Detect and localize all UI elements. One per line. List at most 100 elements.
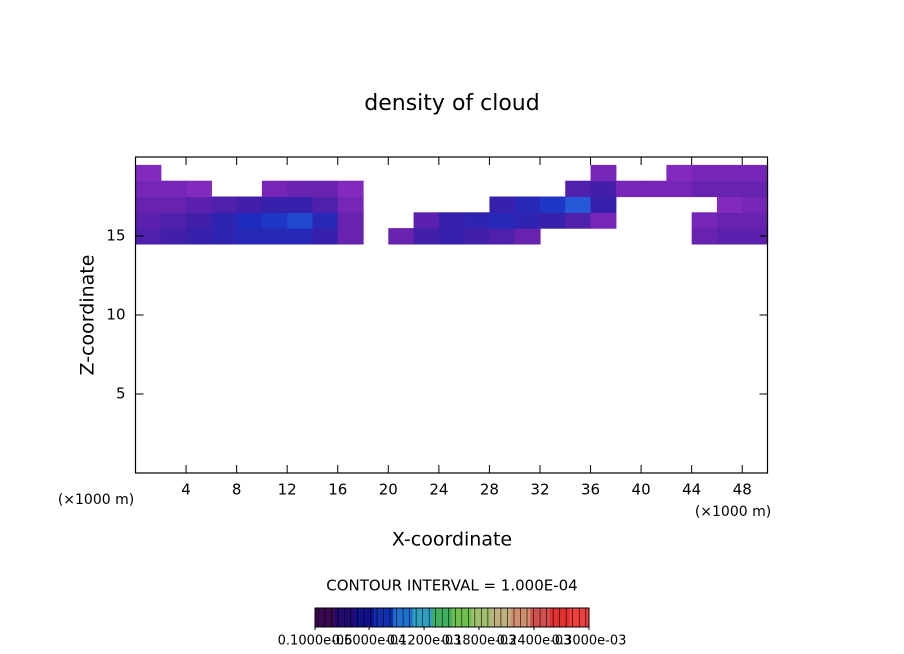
x-unit: (×1000 m): [695, 504, 771, 520]
contour-cell: [489, 196, 516, 213]
contour-cell: [287, 212, 314, 229]
contour-cell: [464, 212, 491, 229]
contour-cell: [641, 180, 667, 198]
contour-cell: [413, 212, 440, 229]
contour-cell: [186, 212, 212, 229]
contour-cell: [539, 196, 566, 213]
contour-cell: [337, 228, 364, 245]
contour-cell: [186, 196, 212, 213]
contour-cell: [287, 228, 314, 245]
colorbar-tick-label: 0.1000e-05: [278, 634, 353, 649]
x-axis-label: X-coordinate: [392, 529, 512, 551]
contour-cell: [666, 164, 693, 182]
contour-cell: [464, 228, 491, 245]
contour-cell: [716, 180, 743, 198]
contour-cell: [716, 212, 743, 229]
x-tick-label: 20: [379, 481, 398, 499]
x-tick-label: 8: [232, 481, 242, 499]
x-tick-label: 36: [581, 481, 600, 499]
contour-cell: [312, 228, 339, 245]
contour-cell: [742, 196, 769, 213]
x-tick-label: 4: [181, 481, 191, 499]
contour-cell: [565, 196, 592, 213]
contour-cell: [312, 180, 339, 198]
contour-cell: [514, 196, 541, 213]
contour-cell: [186, 228, 212, 245]
contour-cell: [742, 212, 769, 229]
contour-cell: [590, 180, 617, 198]
contour-cell: [236, 212, 263, 229]
contour-cell: [742, 228, 769, 245]
colorbar-tick-label: 0.1800e-03: [442, 634, 517, 649]
contour-cell: [666, 180, 693, 198]
x-tick-label: 40: [632, 481, 651, 499]
colorbar-tick-label: 0.3000e-03: [552, 634, 627, 649]
colorbar-tick-label: 0.6000e-04: [332, 634, 407, 649]
colorbar-tick-label: 0.1200e-03: [387, 634, 462, 649]
contour-cell: [438, 212, 465, 229]
contour-field: [135, 164, 769, 245]
contour-cell: [135, 164, 162, 182]
contour-cell: [261, 228, 288, 245]
contour-cell: [337, 196, 364, 213]
contour-cell: [388, 228, 415, 245]
contour-cell: [716, 196, 743, 213]
contour-cell: [160, 180, 187, 198]
contour-cell: [691, 228, 718, 245]
contour-cell: [160, 196, 187, 213]
x-tick-label: 44: [682, 481, 701, 499]
x-tick-label: 32: [530, 481, 549, 499]
x-tick-label: 28: [480, 481, 499, 499]
contour-cell: [691, 164, 718, 182]
contour-cell: [261, 180, 288, 198]
contour-cell: [236, 228, 263, 245]
contour-cell: [489, 228, 516, 245]
contour-cell: [312, 212, 339, 229]
contour-cell: [236, 196, 263, 213]
contour-cell: [615, 180, 642, 198]
contour-cell: [287, 180, 314, 198]
contour-cell: [489, 212, 516, 229]
y-tick-label: 10: [106, 306, 125, 324]
contour-cell: [211, 196, 238, 213]
contour-cell: [514, 228, 541, 245]
contour-cell: [211, 228, 238, 245]
contour-cell: [691, 180, 718, 198]
contour-cell: [186, 180, 212, 198]
contour-cell: [135, 228, 162, 245]
colorbar-frame: [314, 607, 590, 628]
contour-cell: [590, 196, 617, 213]
y-unit: (×1000 m): [58, 492, 134, 508]
contour-cell: [565, 180, 592, 198]
y-tick-label: 15: [106, 227, 125, 245]
contour-cell: [261, 212, 288, 229]
contour-cell: [211, 212, 238, 229]
contour-cell: [514, 212, 541, 229]
contour-cell: [413, 228, 440, 245]
contour-cell: [539, 212, 566, 229]
contour-cell: [135, 196, 162, 213]
contour-cell: [716, 164, 743, 182]
contour-cell: [590, 212, 617, 229]
x-tick-label: 24: [429, 481, 448, 499]
contour-cell: [590, 164, 617, 182]
chart-title: density of cloud: [364, 91, 539, 116]
contour-cell: [716, 228, 743, 245]
y-axis-label: Z-coordinate: [77, 255, 99, 376]
contour-cell: [135, 180, 162, 198]
contour-cell: [287, 196, 314, 213]
contour-cell: [742, 164, 769, 182]
contour-cell: [742, 180, 769, 198]
contour-interval: CONTOUR INTERVAL = 1.000E-04: [326, 577, 577, 595]
contour-cell: [160, 228, 187, 245]
x-tick-label: 48: [733, 481, 752, 499]
contour-cell: [135, 212, 162, 229]
contour-cell: [337, 212, 364, 229]
contour-cell: [565, 212, 592, 229]
contour-cell: [312, 196, 339, 213]
contour-cell: [438, 228, 465, 245]
colorbar-tick-label: 0.2400e-03: [497, 634, 572, 649]
contour-cell: [160, 212, 187, 229]
contour-cell: [337, 180, 364, 198]
